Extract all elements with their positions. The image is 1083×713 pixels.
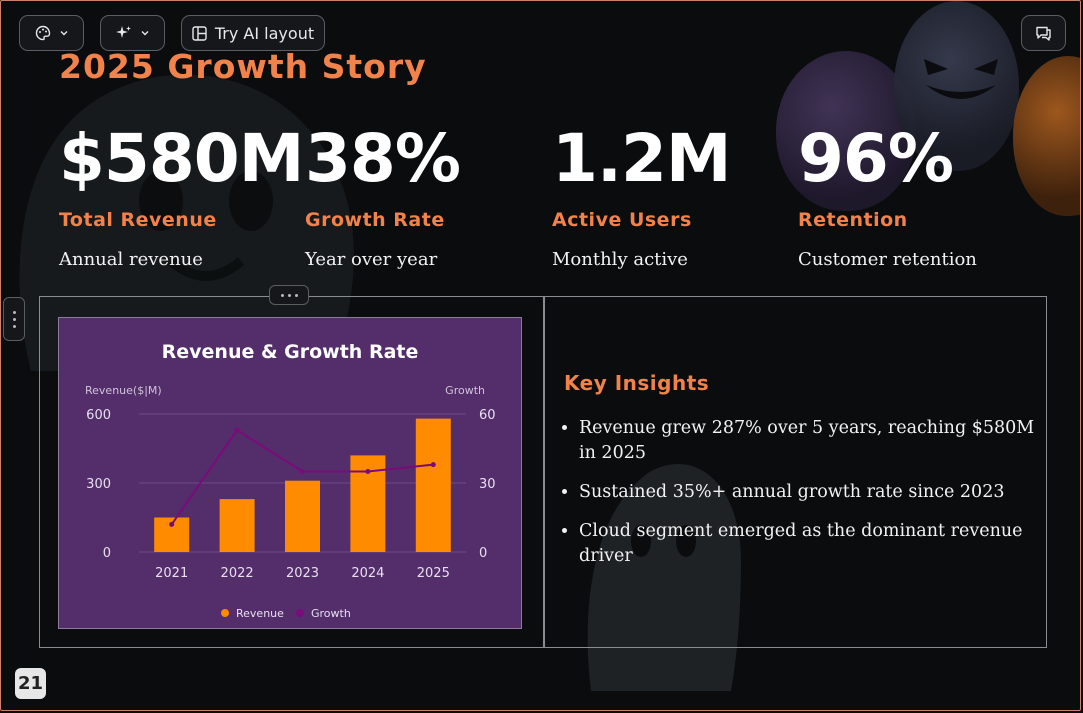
x-tick-label: 2025 bbox=[417, 566, 450, 581]
palette-icon bbox=[35, 25, 50, 41]
stat-label: Growth Rate bbox=[305, 209, 445, 231]
y2-tick-label: 0 bbox=[479, 546, 487, 561]
legend-swatch-revenue bbox=[221, 609, 229, 617]
chart-svg: Revenue & Growth Rate Revenue($|M) Growth 6… bbox=[85, 341, 496, 620]
layout-icon bbox=[192, 25, 207, 41]
legend-label-revenue: Revenue bbox=[236, 607, 284, 620]
insight-item: Revenue grew 287% over 5 years, reaching… bbox=[579, 416, 1049, 466]
stat-retention[interactable]: 96% Retention Customer retention bbox=[798, 119, 1038, 270]
comments-button[interactable] bbox=[1021, 15, 1066, 51]
stat-value: 38% bbox=[305, 120, 461, 197]
stat-label: Total Revenue bbox=[59, 209, 217, 231]
jackolantern-face-icon bbox=[924, 59, 998, 99]
revenue-bar bbox=[219, 499, 255, 552]
ai-menu-button[interactable] bbox=[100, 15, 165, 51]
revenue-growth-chart[interactable]: Revenue & Growth Rate Revenue($|M) Growth 6… bbox=[58, 317, 522, 629]
chevron-down-icon bbox=[60, 31, 67, 36]
jackolantern-balloon-icon bbox=[894, 1, 1019, 171]
growth-point bbox=[365, 469, 371, 474]
y2-tick-label: 60 bbox=[479, 408, 496, 423]
y-axis-label: Revenue($|M) bbox=[85, 384, 162, 397]
y2-tick-label: 30 bbox=[479, 477, 496, 492]
try-ai-layout-label: Try AI layout bbox=[214, 23, 315, 43]
column-divider bbox=[543, 297, 545, 647]
ghost-decoration-small-icon bbox=[587, 464, 741, 691]
stat-value: $580M bbox=[59, 120, 304, 197]
stat-value: 1.2M bbox=[552, 120, 732, 197]
try-ai-layout-button[interactable]: Try AI layout bbox=[181, 15, 325, 51]
growth-point bbox=[169, 521, 175, 527]
growth-point bbox=[234, 427, 240, 433]
page-number-badge[interactable]: 21 bbox=[15, 668, 46, 699]
insight-item: Cloud segment emerged as the dominant re… bbox=[579, 519, 1049, 569]
stat-growth-rate[interactable]: 38% Growth Rate Year over year bbox=[305, 119, 545, 270]
insights-list[interactable]: Revenue grew 287% over 5 years, reaching… bbox=[557, 416, 1049, 583]
x-tick-label: 2021 bbox=[155, 566, 188, 581]
balloon-decoration-icon bbox=[776, 51, 916, 211]
x-tick-label: 2022 bbox=[221, 566, 254, 581]
stat-label: Active Users bbox=[552, 209, 692, 231]
stat-total-revenue[interactable]: $580M Total Revenue Annual revenue bbox=[59, 119, 304, 270]
stat-subtitle: Monthly active bbox=[552, 249, 688, 270]
revenue-bar bbox=[285, 480, 320, 552]
legend-swatch-growth bbox=[296, 609, 304, 617]
chevron-down-icon bbox=[141, 31, 148, 36]
x-tick-label: 2024 bbox=[351, 566, 384, 581]
y-tick-label: 600 bbox=[86, 408, 111, 423]
legend-label-growth: Growth bbox=[311, 607, 351, 620]
chart-title: Revenue & Growth Rate bbox=[162, 341, 419, 363]
stat-subtitle: Year over year bbox=[305, 249, 438, 270]
stat-subtitle: Customer retention bbox=[798, 249, 977, 270]
content-table[interactable] bbox=[39, 296, 1047, 648]
sparkle-icon bbox=[115, 26, 131, 38]
growth-point bbox=[430, 462, 436, 468]
theme-button[interactable] bbox=[19, 15, 84, 51]
slide-title[interactable]: 2025 Growth Story bbox=[59, 47, 427, 86]
stat-value: 96% bbox=[798, 120, 954, 197]
column-drag-handle[interactable] bbox=[269, 285, 309, 305]
comment-icon bbox=[1036, 26, 1051, 41]
y-tick-label: 300 bbox=[86, 477, 111, 492]
stat-subtitle: Annual revenue bbox=[59, 249, 203, 270]
insights-title[interactable]: Key Insights bbox=[564, 371, 710, 395]
stat-label: Retention bbox=[798, 209, 908, 231]
y2-axis-label: Growth bbox=[445, 384, 485, 397]
insight-item: Sustained 35%+ annual growth rate since … bbox=[579, 480, 1049, 505]
row-drag-handle[interactable] bbox=[3, 297, 25, 341]
growth-point bbox=[300, 469, 305, 474]
revenue-bar bbox=[415, 418, 451, 552]
y-tick-label: 0 bbox=[103, 546, 111, 561]
stat-active-users[interactable]: 1.2M Active Users Monthly active bbox=[552, 119, 792, 270]
x-tick-label: 2023 bbox=[286, 566, 319, 581]
